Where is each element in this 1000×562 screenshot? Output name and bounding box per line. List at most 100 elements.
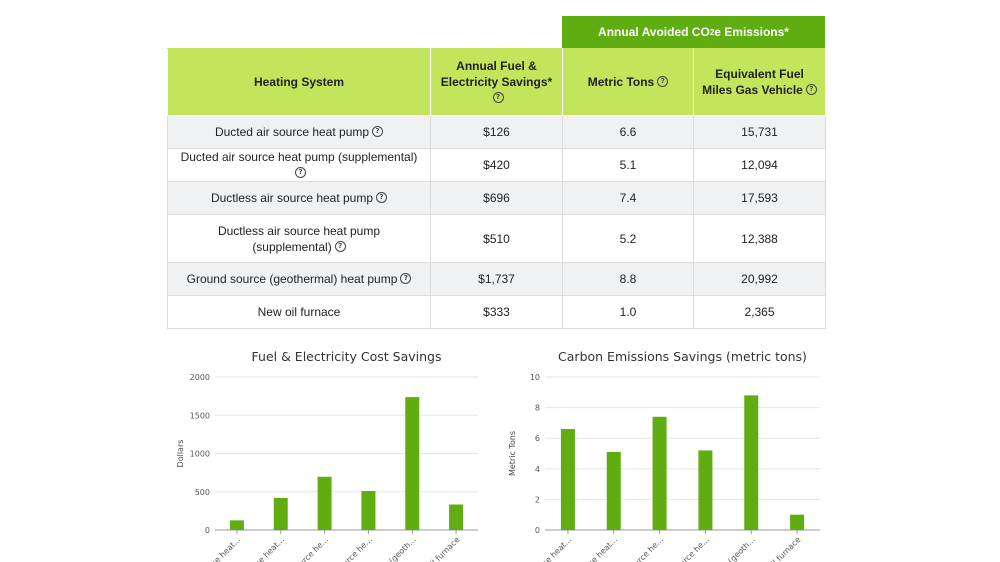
cell-fuel-savings-value: $333 — [483, 305, 510, 319]
y-tick-label: 10 — [530, 373, 540, 382]
y-tick-label: 1500 — [190, 411, 210, 420]
x-tick-label: ...rce heat... — [202, 535, 242, 562]
table-row: Ducted air source heat pump? $126 6.6 15,73… — [167, 115, 826, 149]
cell-heating-system: Ducted air source heat pump (supplementa… — [167, 148, 431, 182]
y-tick-label: 6 — [535, 434, 540, 443]
cell-equivalent-miles: 17,593 — [693, 181, 826, 215]
x-tick-label: ...rce heat... — [579, 535, 619, 562]
carbon-savings-chart: Carbon Emissions Savings (metric tons) 0 2… — [495, 340, 840, 562]
cell-fuel-savings-value: $420 — [483, 158, 510, 172]
avoided-emissions-header: Annual Avoided CO 2 e Emissions* — [562, 16, 825, 48]
x-tick-label: ...urce he... — [292, 535, 330, 562]
help-icon[interactable]: ? — [805, 84, 817, 96]
cell-fuel-savings-value: $510 — [483, 231, 510, 246]
cell-equivalent-miles: 12,388 — [693, 214, 826, 263]
cell-metric-tons-value: 6.6 — [619, 125, 637, 139]
table-row: Ducted air source heat pump (supplementa… — [167, 148, 826, 182]
chart-title: Fuel & Electricity Cost Savings — [252, 349, 442, 364]
cell-heating-system-value: Ducted air source heat pump — [214, 125, 370, 139]
bar — [790, 514, 805, 530]
y-axis-label: Dollars — [176, 440, 185, 468]
table-header-row: Heating System Annual Fuel & Electricity… — [167, 48, 826, 116]
header-equivalent-miles: Equivalent Fuel Miles Gas Vehicle? — [693, 48, 826, 116]
cell-equivalent-miles-value: 20,992 — [741, 272, 778, 286]
cell-heating-system: Ductless air source heat pump (supplemen… — [167, 214, 431, 263]
avoided-emissions-header-sub: 2 — [709, 27, 715, 37]
cell-heating-system-value: Ground source (geothermal) heat pump — [186, 272, 398, 286]
header-metric-tons: Metric Tons? — [562, 48, 694, 116]
table-row: New oil furnace $333 1.0 2,365 — [167, 295, 826, 329]
y-tick-label: 0 — [535, 526, 540, 535]
cell-metric-tons: 8.8 — [562, 262, 694, 296]
x-tick-label: ...(geoth... — [382, 535, 418, 562]
y-tick-label: 2 — [535, 495, 540, 504]
cell-metric-tons-value: 5.2 — [619, 231, 637, 246]
cell-heating-system: Ground source (geothermal) heat pump? — [167, 262, 431, 296]
x-tick-label: ...(geoth... — [721, 535, 757, 562]
cell-fuel-savings: $420 — [430, 148, 563, 182]
help-icon[interactable]: ? — [376, 192, 388, 204]
header-equivalent-miles-line2: Miles Gas Vehicle — [702, 83, 803, 97]
cell-metric-tons: 7.4 — [562, 181, 694, 215]
header-equivalent-miles-line1: Equivalent Fuel — [715, 67, 804, 81]
cell-fuel-savings-value: $696 — [483, 191, 510, 205]
y-tick-label: 0 — [205, 526, 210, 535]
help-icon[interactable]: ? — [657, 76, 669, 88]
x-tick-label: ...source he... — [329, 535, 374, 562]
cell-heating-system-value: Ducted air source heat pump (supplementa… — [180, 150, 418, 164]
x-tick-label: ...il furnace — [423, 535, 461, 562]
cell-equivalent-miles: 2,365 — [693, 295, 826, 329]
header-metric-tons-label: Metric Tons — [587, 75, 655, 89]
x-tick-label: ...urce heat... — [242, 535, 286, 562]
cell-metric-tons-value: 5.1 — [619, 158, 637, 172]
cell-fuel-savings-value: $1,737 — [478, 272, 515, 286]
x-tick-label: ...urce he... — [627, 535, 665, 562]
y-tick-label: 500 — [195, 488, 210, 497]
cell-fuel-savings: $696 — [430, 181, 563, 215]
cell-equivalent-miles-value: 12,388 — [741, 231, 778, 246]
cell-fuel-savings: $126 — [430, 115, 563, 149]
chart-title: Carbon Emissions Savings (metric tons) — [558, 349, 807, 364]
cell-equivalent-miles-value: 12,094 — [741, 158, 778, 172]
bar — [273, 497, 288, 530]
help-icon[interactable]: ? — [400, 273, 412, 285]
cell-metric-tons: 6.6 — [562, 115, 694, 149]
header-heating-system: Heating System — [167, 48, 431, 116]
bar — [361, 490, 376, 530]
help-icon[interactable]: ? — [334, 240, 346, 252]
bar — [449, 504, 464, 530]
cell-metric-tons: 1.0 — [562, 295, 694, 329]
table-row: Ground source (geothermal) heat pump? $1,… — [167, 262, 826, 296]
bar — [229, 520, 244, 530]
cell-equivalent-miles: 15,731 — [693, 115, 826, 149]
help-icon[interactable]: ? — [492, 92, 504, 104]
cell-heating-system-value: Ductless air source heat pump — [210, 191, 374, 205]
cell-fuel-savings: $510 — [430, 214, 563, 263]
cell-equivalent-miles-value: 2,365 — [744, 305, 775, 319]
cell-heating-system: Ducted air source heat pump? — [167, 115, 431, 149]
cell-metric-tons: 5.1 — [562, 148, 694, 182]
bar — [744, 395, 759, 530]
cell-fuel-savings-value: $126 — [483, 125, 510, 139]
y-tick-label: 2000 — [190, 373, 210, 382]
table-row: Ductless air source heat pump? $696 7.4 17,… — [167, 181, 826, 215]
cell-equivalent-miles-value: 17,593 — [741, 191, 778, 205]
help-icon[interactable]: ? — [295, 167, 306, 179]
cell-equivalent-miles: 12,094 — [693, 148, 826, 182]
fuel-savings-chart: Fuel & Electricity Cost Savings 0 500 1000 1… — [150, 340, 495, 562]
table-row: Ductless air source heat pump (supplemen… — [167, 214, 826, 263]
cell-heating-system: Ductless air source heat pump? — [167, 181, 431, 215]
cell-equivalent-miles-value: 15,731 — [741, 125, 778, 139]
y-tick-label: 1000 — [190, 450, 210, 459]
bar — [405, 397, 420, 530]
x-tick-label: ...il furnace — [764, 535, 802, 562]
x-tick-label: ...rce heat... — [533, 535, 573, 562]
avoided-emissions-header-prefix: Annual Avoided CO — [598, 25, 710, 39]
cell-heating-system-value: New oil furnace — [257, 305, 341, 319]
cell-heating-system-value: Ductless air source heat pump (supplemen… — [217, 223, 381, 254]
help-icon[interactable]: ? — [372, 126, 384, 138]
header-fuel-savings: Annual Fuel & Electricity Savings* ? — [430, 48, 563, 116]
chart-svg: Carbon Emissions Savings (metric tons) 0 2… — [508, 349, 820, 562]
savings-table: Heating System Annual Fuel & Electricity… — [167, 48, 826, 329]
cell-fuel-savings: $1,737 — [430, 262, 563, 296]
